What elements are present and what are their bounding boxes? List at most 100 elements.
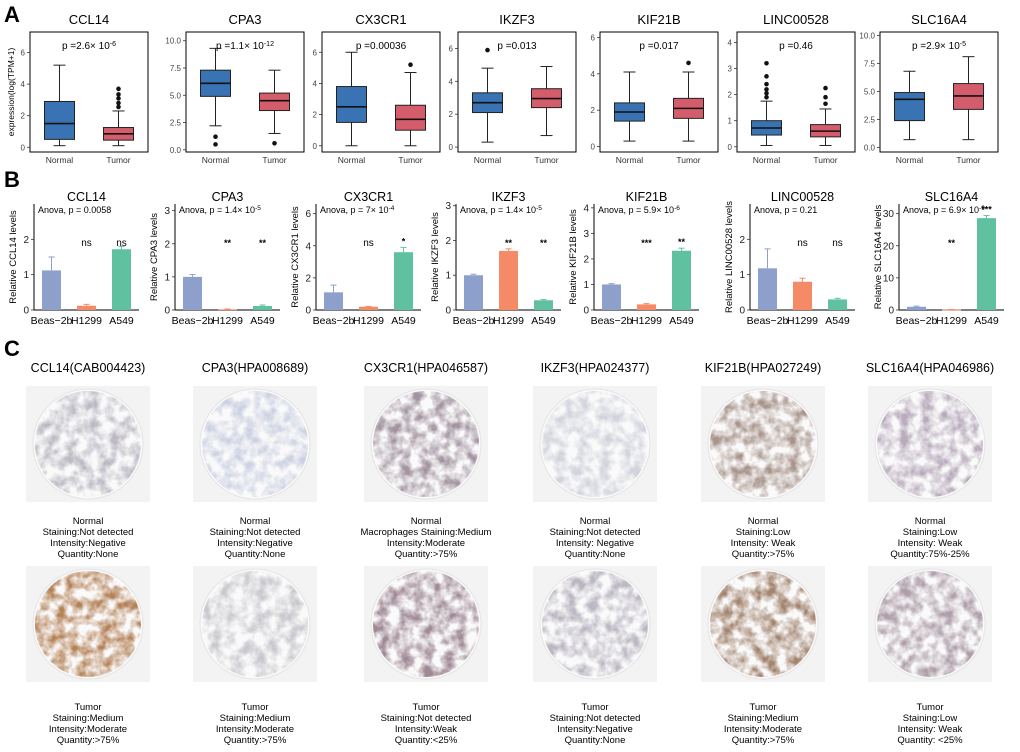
y-tick-label: 0	[888, 306, 894, 317]
y-tick-label: 0	[449, 143, 454, 152]
tissue-texture	[877, 391, 983, 497]
outlier-point	[686, 60, 691, 66]
significance-label: **	[224, 238, 232, 248]
chart-title: KIF21B	[626, 190, 668, 204]
bar-h1299	[499, 250, 518, 310]
y-tick-label: 3	[445, 201, 451, 212]
ihc-title: CCL14(CAB004423)	[31, 361, 146, 375]
y-tick-label: 3	[583, 229, 589, 240]
ihc-normal-caption: Quantity:None	[565, 549, 626, 560]
significance-label: **	[540, 238, 548, 248]
bar-beas−2b	[183, 276, 202, 310]
x-tick-label: Tumor	[676, 155, 700, 165]
ihc-title: IKZF3(HPA024377)	[541, 361, 650, 375]
bar-h1299	[942, 309, 961, 311]
box-tumor	[395, 104, 426, 131]
boxplot-ikzf3: IKZF3 0 2 4 6 p =0.013 Normal Tumor	[449, 12, 577, 165]
outlier-point	[764, 91, 769, 96]
x-tick-label: Tumor	[398, 155, 422, 165]
ihc-normal-caption: Staining:Not detected	[550, 527, 641, 538]
p-value-label: p =0.013	[497, 41, 537, 52]
barplot-cx3cr1: CX3CR1 0 2 4 6 Relative CX3CR1 levels Anova, p…	[290, 190, 421, 327]
y-tick-label: 1	[445, 271, 451, 282]
y-tick-label: 2	[305, 273, 311, 284]
y-tick-label: 0	[164, 306, 170, 317]
significance-label: **	[259, 238, 267, 248]
y-tick-label: 0	[21, 143, 26, 152]
ihc-tumor-caption: Intensity:Negative	[557, 724, 633, 735]
tissue-texture	[202, 391, 308, 497]
bar-a549	[672, 250, 691, 310]
tissue-texture	[35, 571, 141, 677]
x-tick-label: Beas−2b	[172, 315, 214, 327]
ihc-tumor-caption: Quantity:>75%	[732, 735, 795, 746]
ihc-tumor-caption: Staining:Medium	[728, 713, 799, 724]
bar-beas−2b	[324, 292, 343, 310]
x-tick-label: H1299	[787, 315, 818, 327]
y-tick-label: 1	[739, 270, 745, 281]
y-tick-label: 2	[21, 112, 26, 121]
bar-h1299	[77, 305, 96, 310]
tissue-texture	[542, 391, 648, 497]
box-tumor	[259, 92, 290, 112]
ihc-tumor-caption: Quantity:None	[565, 735, 626, 746]
ihc-tumor-caption: Staining:Medium	[220, 713, 291, 724]
y-tick-label: 4	[313, 79, 318, 88]
outlier-point	[213, 142, 218, 147]
y-tick-label: 4	[449, 77, 454, 86]
bar-a549	[828, 299, 847, 310]
barplot-cpa3: CPA3 0 1 2 3 Relative CPA3 levels Anova, p = 1…	[149, 190, 280, 327]
p-value-label: p =0.00036	[356, 41, 407, 52]
ihc-tumor-caption: Staining:Low	[903, 713, 958, 724]
bar-a549	[394, 252, 413, 310]
ihc-tumor-caption: Quantity:>75%	[57, 735, 120, 746]
tissue-texture	[710, 391, 816, 497]
boxplot-linc00528: LINC00528 0 1 2 3 4 p =0.46 Normal Tumor	[728, 12, 856, 165]
outlier-point	[764, 74, 769, 79]
ihc-tumor-core	[364, 566, 488, 682]
y-tick-label: 0	[728, 143, 733, 152]
significance-label: **	[678, 237, 686, 247]
y-axis-label: expression(log(TPM+1)	[6, 48, 16, 137]
outlier-point	[116, 100, 121, 106]
y-tick-label: 6	[591, 33, 596, 42]
p-value-label: p =0.017	[639, 41, 679, 52]
p-value-exponent: -5	[960, 41, 966, 48]
ihc-tumor-core	[533, 566, 657, 682]
y-tick-label: 2	[313, 111, 318, 120]
y-tick-label: 0	[445, 306, 451, 317]
tissue-texture	[877, 571, 983, 677]
y-tick-label: 0	[23, 306, 29, 317]
ihc-normal-core	[868, 386, 992, 502]
chart-title: IKZF3	[491, 190, 525, 204]
y-axis-label: Relative KIF21B levels	[568, 209, 579, 305]
y-tick-label: 2	[164, 239, 170, 250]
barplot-kif21b: KIF21B 0 1 2 3 4 Relative KIF21B levels Anova, …	[568, 190, 699, 327]
ihc-normal-caption: Normal	[73, 516, 104, 527]
ihc-normal-caption: Quantity:>75%	[732, 549, 795, 560]
ihc-normal-caption: Macrophages Staining:Medium	[361, 527, 492, 538]
x-tick-label: Tumor	[534, 155, 558, 165]
chart-title: CCL14	[69, 12, 109, 27]
outlier-point	[764, 81, 769, 87]
significance-label: ***	[981, 205, 992, 215]
y-tick-label: 4	[305, 241, 311, 252]
x-tick-label: Tumor	[813, 155, 837, 165]
ihc-normal-caption: Staining:Low	[736, 527, 791, 538]
bar-h1299	[218, 309, 237, 311]
ihc-normal-caption: Intensity:Negative	[217, 538, 293, 549]
bar-h1299	[793, 281, 812, 310]
y-tick-label: 1	[23, 270, 29, 281]
ihc-normal-caption: Intensity: Weak	[898, 538, 963, 549]
x-tick-label: Tumor	[956, 155, 980, 165]
outlier-point	[823, 101, 828, 107]
chart-title: CCL14	[67, 190, 106, 204]
bar-a549	[977, 218, 996, 310]
ihc-normal-caption: Intensity: Negative	[556, 538, 634, 549]
y-tick-label: 1	[583, 280, 589, 291]
x-tick-label: Normal	[202, 155, 230, 165]
chart-title: CPA3	[229, 12, 262, 27]
outlier-point	[485, 47, 490, 53]
significance-label: ns	[116, 238, 127, 249]
x-tick-label: A549	[250, 315, 275, 327]
